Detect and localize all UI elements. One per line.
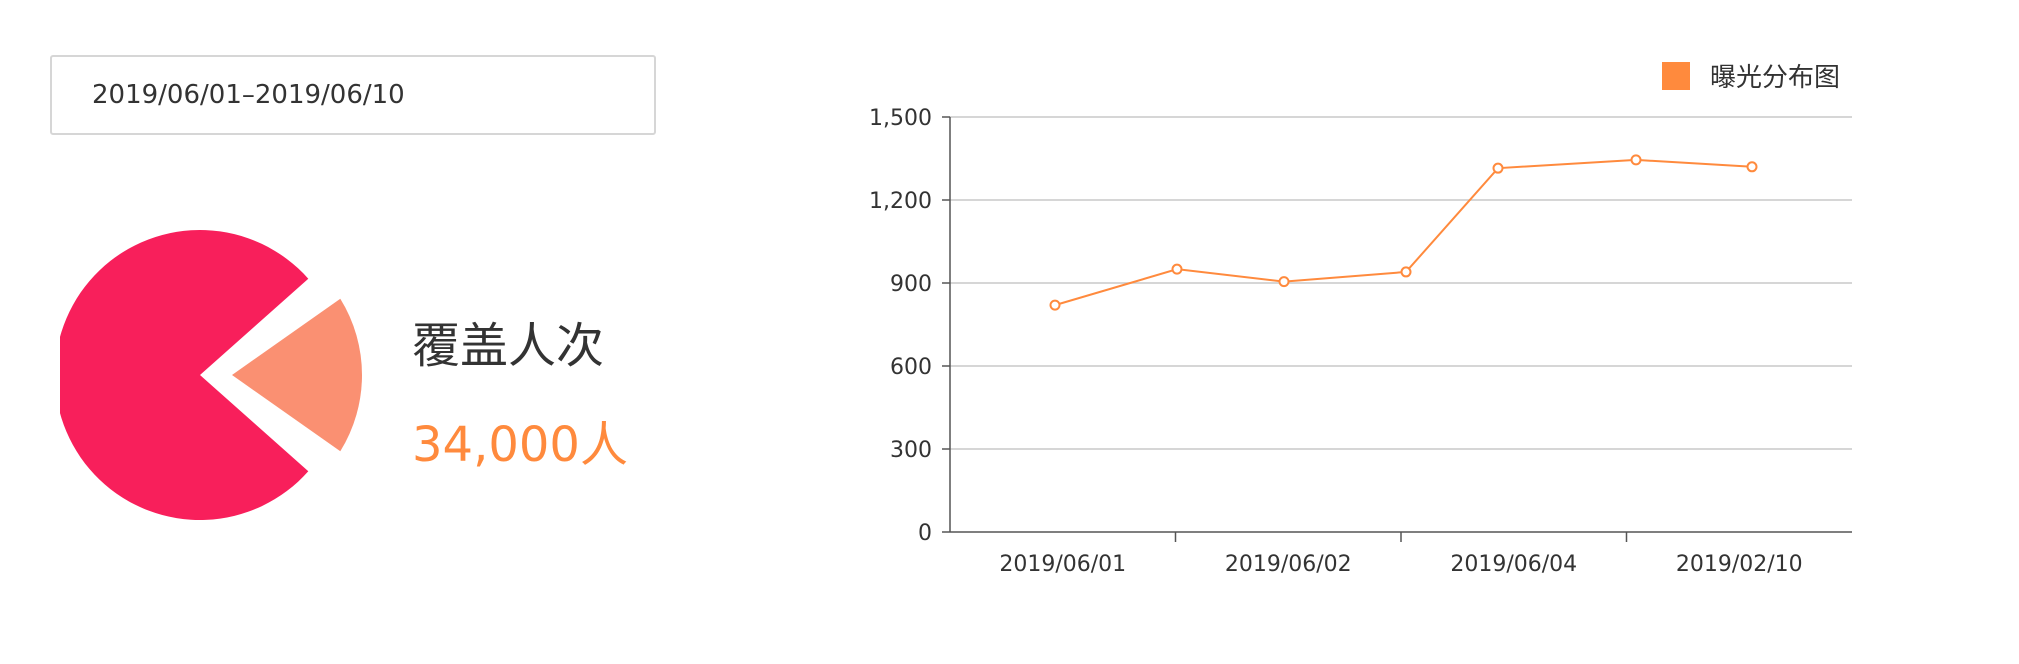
y-tick-label: 600 [890,355,932,380]
x-tick-label: 2019/02/10 [1676,552,1803,577]
y-tick-label: 1,200 [869,189,932,214]
y-tick-label: 0 [918,521,932,546]
y-tick-label: 300 [890,438,932,463]
data-point [1746,161,1758,173]
x-tick-label: 2019/06/04 [1450,552,1577,577]
legend-swatch [1662,62,1690,90]
date-range-text: 2019/06/01–2019/06/10 [92,80,405,110]
coverage-title: 覆盖人次 [412,318,605,374]
x-tick-label: 2019/06/01 [999,552,1126,577]
data-point [1492,162,1504,174]
x-tick-label: 2019/06/02 [1225,552,1352,577]
data-point [1630,154,1642,166]
data-point [1400,266,1412,278]
pie-slice-secondary [232,298,362,452]
coverage-pie-chart [60,230,362,520]
data-point [1171,263,1183,275]
data-point [1049,299,1061,311]
coverage-value: 34,000人 [412,417,628,473]
pie-slice-main [60,230,309,520]
y-tick-label: 1,500 [869,106,932,131]
date-range-picker[interactable]: 2019/06/01–2019/06/10 [50,55,656,135]
legend-label: 曝光分布图 [1710,63,1840,93]
y-tick-label: 900 [890,272,932,297]
data-point [1278,276,1290,288]
